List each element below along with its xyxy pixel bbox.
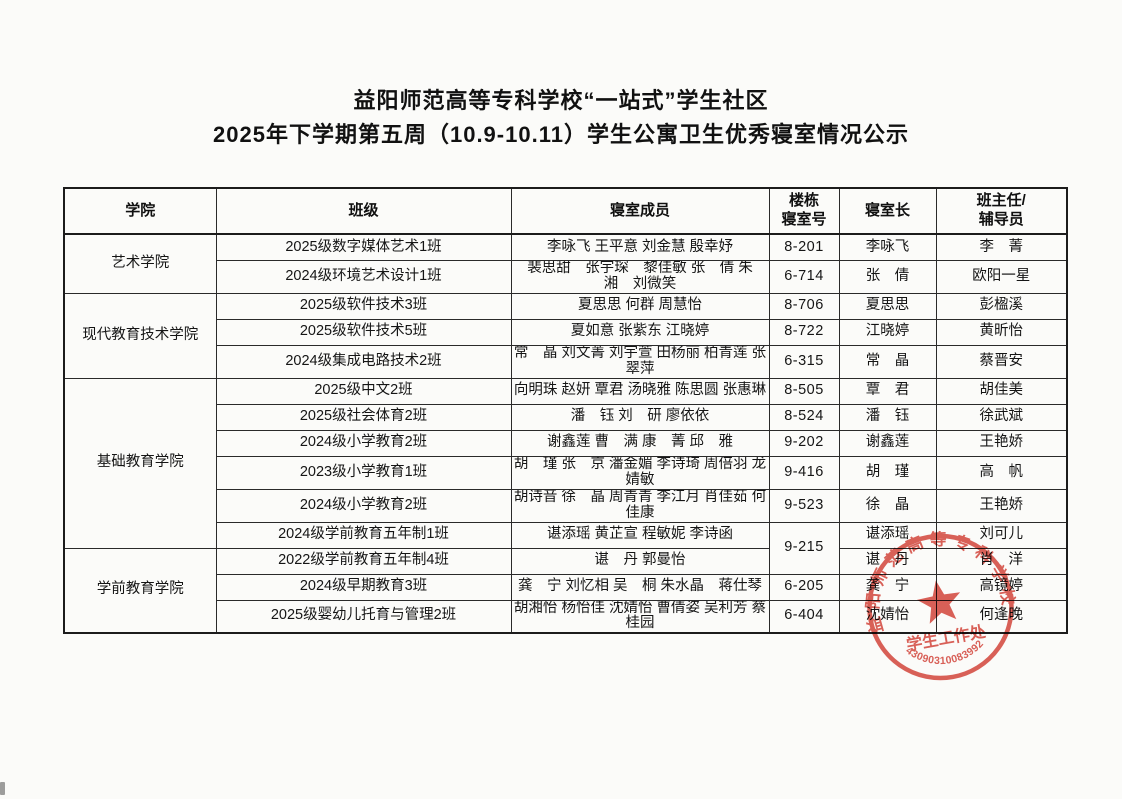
title-line-1: 益阳师范高等专科学校“一站式”学生社区: [353, 88, 769, 113]
room-cell: 8-524: [768, 403, 840, 431]
members-cell: 胡诗音 徐 晶 周青青 李江月 肖佳茹 何佳康: [510, 488, 770, 523]
leader-cell: 常 晶: [838, 344, 937, 379]
col-header-leader: 寝室长: [838, 187, 937, 235]
teacher-cell: 李 菁: [935, 233, 1068, 261]
leader-cell: 谌 丹: [838, 547, 937, 575]
table-row: 2024级小学教育2班 谢鑫莲 曹 满 康 菁 邱 雅 9-202 谢鑫莲 王艳…: [64, 429, 1068, 457]
members-cell: 夏如意 张紫东 江晓婷: [510, 318, 770, 346]
room-cell: 6-714: [768, 260, 840, 294]
class-cell: 2025级软件技术5班: [215, 318, 512, 346]
class-cell: 2025级婴幼儿托育与管理2班: [215, 599, 512, 634]
col-header-teacher: 班主任/ 辅导员: [935, 187, 1068, 235]
seal-serial-number: 43090310083992: [902, 632, 989, 674]
class-cell: 2024级早期教育3班: [215, 573, 512, 601]
table-row: 2024级环境艺术设计1班 裴思甜 张宇琛 黎佳敏 张 倩 朱 湘 刘微笑 6-…: [64, 260, 1068, 294]
table-body: 艺术学院 2025级数字媒体艺术1班 李咏飞 王平意 刘金慧 殷幸妤 8-201…: [63, 233, 1068, 634]
college-cell: 学前教育学院: [63, 547, 217, 634]
leader-cell: 沈婧怡: [838, 599, 937, 634]
class-cell: 2024级小学教育2班: [215, 429, 512, 457]
members-cell: 李咏飞 王平意 刘金慧 殷幸妤: [510, 233, 770, 261]
members-cell: 谌添瑶 黄芷宣 程敏妮 李诗函: [510, 521, 770, 549]
teacher-cell: 徐武斌: [935, 403, 1068, 431]
room-cell: 9-202: [768, 429, 840, 457]
table-row: 2024级学前教育五年制1班 谌添瑶 黄芷宣 程敏妮 李诗函 9-215 谌添瑶…: [64, 521, 1068, 575]
class-cell: 2024级学前教育五年制1班: [215, 521, 512, 549]
teacher-cell: 彭楹溪: [935, 292, 1068, 320]
table-row: 基础教育学院 2025级中文2班 向明珠 赵妍 覃君 汤晓雅 陈思圆 张惠琳 8…: [63, 377, 1068, 549]
teacher-cell: 欧阳一星: [935, 260, 1068, 294]
class-cell: 2025级数字媒体艺术1班: [215, 233, 512, 261]
leader-cell: 夏思思: [838, 292, 937, 320]
col-header-members: 寝室成员: [510, 187, 770, 235]
members-cell: 谌 丹 郭曼怡: [510, 547, 770, 575]
leader-cell: 谌添瑶: [838, 521, 937, 549]
document-title: 益阳师范高等专科学校“一站式”学生社区 2025年下学期第五周（10.9-10.…: [0, 84, 1122, 152]
table-row: 学前教育学院 2022级学前教育五年制4班 谌 丹 郭曼怡 谌 丹 肖 洋: [63, 547, 1068, 634]
leader-cell: 覃 君: [838, 377, 937, 405]
class-cell: 2022级学前教育五年制4班: [215, 547, 512, 575]
teacher-cell: 高镜婷: [935, 573, 1068, 601]
room-cell: 8-722: [768, 318, 840, 346]
col-header-class: 班级: [215, 187, 512, 235]
leader-cell: 李咏飞: [838, 233, 937, 261]
table-row: 2025级软件技术5班 夏如意 张紫东 江晓婷 8-722 江晓婷 黄昕怡: [64, 318, 1068, 346]
col-header-room: 楼栋 寝室号: [768, 187, 840, 235]
class-cell: 2025级社会体育2班: [215, 403, 512, 431]
table-header: 学院 班级 寝室成员 楼栋 寝室号 寝室长 班主任/ 辅导员: [63, 187, 1068, 235]
teacher-cell: 刘可儿: [935, 521, 1068, 549]
svg-text:43090310083992: 43090310083992: [902, 632, 989, 674]
college-cell: 艺术学院: [63, 233, 217, 294]
teacher-cell: 何逢晚: [935, 599, 1068, 634]
leader-cell: 徐 晶: [838, 488, 937, 523]
room-cell: 6-315: [768, 344, 840, 379]
members-cell: 龚 宁 刘忆相 吴 桐 朱水晶 蒋仕琴: [510, 573, 770, 601]
room-cell: 8-706: [768, 292, 840, 320]
room-cell-merged: 9-215: [768, 521, 840, 575]
room-cell: 6-404: [768, 599, 840, 634]
class-cell: 2025级软件技术3班: [215, 292, 512, 320]
title-line-2: 2025年下学期第五周（10.9-10.11）学生公寓卫生优秀寝室情况公示: [213, 122, 909, 147]
leader-cell: 潘 钰: [838, 403, 937, 431]
members-cell: 谢鑫莲 曹 满 康 菁 邱 雅: [510, 429, 770, 457]
table-row: 2025级社会体育2班 潘 钰 刘 研 廖依依 8-524 潘 钰 徐武斌: [64, 403, 1068, 431]
members-cell: 胡 瑾 张 京 潘金媚 李诗琦 周倍羽 龙婧敏: [510, 455, 770, 490]
teacher-cell: 胡佳美: [935, 377, 1068, 405]
room-cell: 8-201: [768, 233, 840, 261]
class-cell: 2024级环境艺术设计1班: [215, 260, 512, 294]
room-cell: 9-416: [768, 455, 840, 490]
members-cell: 裴思甜 张宇琛 黎佳敏 张 倩 朱 湘 刘微笑: [510, 260, 770, 294]
members-cell: 向明珠 赵妍 覃君 汤晓雅 陈思圆 张惠琳: [510, 377, 770, 405]
leader-cell: 胡 瑾: [838, 455, 937, 490]
members-cell: 夏思思 何群 周慧怡: [510, 292, 770, 320]
leader-cell: 谢鑫莲: [838, 429, 937, 457]
members-cell: 常 晶 刘文菁 刘宇萱 田杨丽 柏青莲 张翠萍: [510, 344, 770, 379]
teacher-cell: 肖 洋: [935, 547, 1068, 575]
class-cell: 2024级小学教育2班: [215, 488, 512, 523]
class-cell: 2023级小学教育1班: [215, 455, 512, 490]
teacher-cell: 王艳娇: [935, 488, 1068, 523]
teacher-cell: 王艳娇: [935, 429, 1068, 457]
teacher-cell: 黄昕怡: [935, 318, 1068, 346]
room-cell: 6-205: [768, 573, 840, 601]
leader-cell: 张 倩: [838, 260, 937, 294]
college-cell: 基础教育学院: [63, 377, 217, 549]
class-cell: 2024级集成电路技术2班: [215, 344, 512, 379]
teacher-cell: 高 帆: [935, 455, 1068, 490]
leader-cell: 龚 宁: [838, 573, 937, 601]
leader-cell: 江晓婷: [838, 318, 937, 346]
class-cell: 2025级中文2班: [215, 377, 512, 405]
hygiene-excellent-dorm-table: 学院 班级 寝室成员 楼栋 寝室号 寝室长 班主任/ 辅导员 艺术学院 2025…: [63, 187, 1068, 635]
members-cell: 潘 钰 刘 研 廖依依: [510, 403, 770, 431]
college-cell: 现代教育技术学院: [63, 292, 217, 379]
members-cell: 胡湘怡 杨怡佳 沈婧怡 曹倩姿 吴利芳 蔡桂园: [510, 599, 770, 634]
scan-artifact-speck: [0, 782, 5, 795]
room-cell: 9-523: [768, 488, 840, 523]
header-row: 学院 班级 寝室成员 楼栋 寝室号 寝室长 班主任/ 辅导员: [63, 187, 1068, 235]
teacher-cell: 蔡晋安: [935, 344, 1068, 379]
table-row: 现代教育技术学院 2025级软件技术3班 夏思思 何群 周慧怡 8-706 夏思…: [63, 292, 1068, 379]
room-cell: 8-505: [768, 377, 840, 405]
col-header-college: 学院: [63, 187, 217, 235]
table-row: 艺术学院 2025级数字媒体艺术1班 李咏飞 王平意 刘金慧 殷幸妤 8-201…: [63, 233, 1068, 294]
